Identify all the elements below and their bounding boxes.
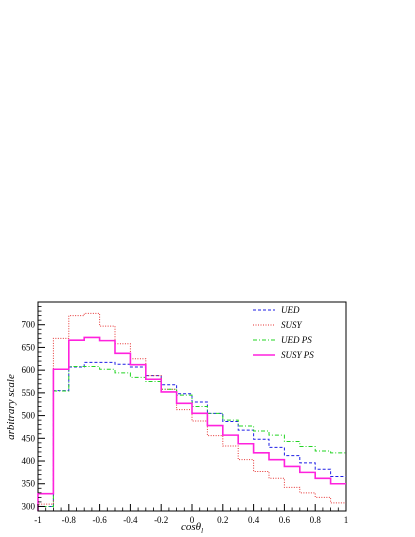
legend: UED SUSY UED PS SUSY PS: [253, 305, 314, 360]
legend-label: SUSY PS: [281, 350, 314, 360]
y-tick-label: 550: [22, 388, 36, 398]
x-tick-label: 0.8: [310, 515, 322, 525]
series-line-susy-ps: [37, 336, 346, 511]
x-tick-label: -1: [34, 515, 42, 525]
y-tick-label: 350: [22, 479, 36, 489]
y-tick-label: 450: [22, 433, 36, 443]
x-tick-label: 0.2: [217, 515, 228, 525]
x-tick-label: -0.8: [62, 515, 77, 525]
x-tick-label: 0: [190, 515, 195, 525]
x-tick-label: 0.4: [248, 515, 260, 525]
legend-label: UED PS: [281, 335, 312, 345]
legend-label: UED: [281, 305, 300, 315]
y-tick-label: 650: [22, 342, 36, 352]
y-tick-label: 400: [22, 456, 36, 466]
series-line-ued-ps: [37, 366, 346, 511]
x-tick-label: -0.2: [154, 515, 168, 525]
y-tick-label: 700: [22, 320, 36, 330]
y-tick-label: 500: [22, 411, 36, 421]
y-tick-label: 300: [22, 501, 36, 511]
legend-label: SUSY: [281, 320, 302, 330]
x-tick-label: 1: [344, 515, 349, 525]
series-line-ued: [37, 361, 346, 511]
y-tick-label: 600: [22, 365, 36, 375]
axes-group: -1 -0.8 -0.6 -0.4 -0.2 0 0.2 0.4 0.6 0.8 1 300 350 40…: [22, 306, 349, 525]
x-tick-label: -0.6: [92, 515, 107, 525]
x-axis-label: cosθl: [181, 521, 203, 535]
x-tick-label: 0.6: [279, 515, 291, 525]
series-group: [37, 312, 346, 511]
x-tick-label: -0.4: [123, 515, 138, 525]
y-axis-label: arbitrary scale: [5, 374, 17, 440]
